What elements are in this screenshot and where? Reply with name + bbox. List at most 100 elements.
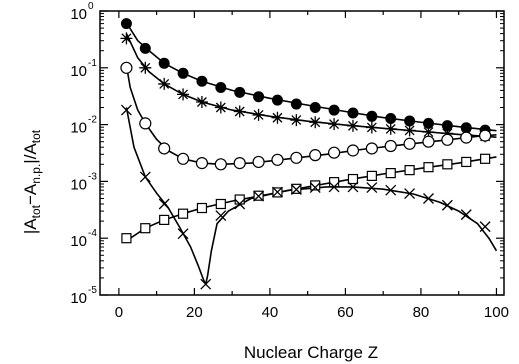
data-point-cross (215, 210, 227, 222)
data-point-open-circle (460, 131, 473, 144)
series-line-open-circle (125, 65, 497, 166)
data-point-asterisk (441, 127, 454, 140)
y-axis-title-sub2: n.p. (29, 164, 43, 184)
data-point-open-square (404, 165, 415, 176)
data-point-open-square (310, 180, 321, 191)
data-point-filled-circle (215, 81, 227, 93)
data-point-open-circle (271, 153, 284, 166)
data-point-asterisk (309, 116, 322, 129)
data-point-cross (328, 181, 340, 193)
data-point-open-square (366, 170, 377, 181)
data-point-open-circle (309, 149, 322, 162)
y-tick-label-exponent: 0 (88, 1, 94, 12)
y-tick-label: 10 -2 (70, 115, 97, 137)
data-point-open-circle (365, 142, 378, 155)
data-point-cross (385, 184, 397, 196)
y-tick-label-base: 10 (70, 233, 87, 250)
x-tick-label: 40 (262, 304, 279, 321)
data-point-open-circle (176, 152, 190, 165)
data-point-open-square (328, 177, 340, 188)
y-tick-label-exponent: -5 (88, 285, 97, 296)
y-tick-label: 10 -4 (70, 228, 97, 250)
data-point-open-square (121, 233, 132, 244)
y-tick-label-base: 10 (70, 290, 87, 307)
data-point-cross (479, 221, 491, 233)
data-point-filled-circle (177, 67, 189, 79)
series-markers (120, 18, 492, 290)
data-point-filled-circle (422, 117, 434, 129)
data-point-open-circle (120, 61, 133, 74)
data-point-open-circle (139, 117, 152, 130)
x-tick-label: 100 (484, 304, 509, 321)
data-point-cross (234, 198, 246, 210)
data-point-cross (441, 199, 453, 211)
data-point-filled-circle (347, 107, 359, 119)
data-point-cross (120, 104, 132, 116)
data-point-asterisk (233, 105, 246, 118)
data-point-open-square (234, 194, 245, 205)
data-point-filled-circle (404, 115, 416, 127)
data-point-asterisk (328, 118, 341, 131)
data-point-filled-circle (271, 94, 283, 106)
data-point-open-square (177, 208, 189, 219)
data-point-open-square (196, 202, 208, 214)
data-point-filled-circle (309, 102, 321, 114)
data-point-open-square (215, 198, 226, 210)
x-tick-label: 0 (115, 304, 123, 321)
data-point-open-circle (346, 144, 360, 157)
plot-area (99, 10, 505, 296)
data-point-open-square (423, 162, 434, 173)
data-point-open-circle (214, 158, 227, 171)
data-point-asterisk (422, 126, 435, 139)
data-point-filled-circle (139, 42, 151, 54)
y-tick-label-exponent: -4 (88, 228, 97, 239)
y-tick-label: 10 0 (70, 1, 94, 23)
data-point-open-square (159, 214, 170, 225)
data-point-asterisk (384, 122, 397, 135)
data-point-cross (423, 193, 434, 204)
y-tick-label-exponent: -2 (88, 115, 97, 126)
y-tick-label-base: 10 (70, 63, 87, 80)
data-point-filled-circle (253, 91, 265, 103)
y-axis-title-sub3: tot (29, 129, 43, 143)
data-point-cross (366, 182, 378, 193)
data-point-cross (139, 171, 151, 183)
axis-ticks (100, 10, 504, 296)
data-point-asterisk (403, 124, 416, 137)
data-point-open-circle (290, 151, 303, 164)
data-point-asterisk (346, 119, 359, 132)
data-point-cross (290, 184, 302, 195)
data-point-cross (271, 186, 283, 198)
data-point-open-circle (384, 139, 397, 153)
series-line-cross (125, 107, 498, 285)
data-point-filled-circle (385, 113, 397, 125)
x-tick-label: 60 (337, 304, 354, 321)
data-point-asterisk (177, 88, 190, 101)
data-point-open-circle (158, 142, 171, 155)
data-point-open-square (385, 167, 396, 179)
y-tick-label-exponent: -1 (88, 58, 97, 69)
data-point-cross (347, 181, 359, 193)
data-point-cross (404, 188, 416, 200)
y-axis-title-prefix: |A (21, 218, 40, 234)
data-point-open-square (347, 173, 359, 185)
data-point-cross (253, 190, 265, 202)
data-point-asterisk (290, 114, 303, 127)
data-point-filled-circle (234, 86, 246, 98)
data-point-open-circle (479, 129, 492, 142)
y-axis-title-text: |Atot−An.p.|/Atot (21, 129, 43, 234)
data-point-asterisk (365, 121, 378, 134)
data-point-asterisk (158, 77, 171, 90)
y-tick-label: 10 -5 (70, 285, 97, 307)
data-point-filled-circle (158, 57, 170, 69)
y-tick-label-exponent: -3 (88, 171, 97, 182)
data-point-asterisk (120, 32, 133, 45)
y-tick-label-base: 10 (70, 120, 87, 137)
data-point-open-circle (233, 156, 246, 170)
y-axis-title-sub1: tot (29, 204, 43, 218)
x-tick-label: 20 (186, 304, 203, 321)
data-point-filled-circle (460, 122, 472, 134)
y-tick-label-base: 10 (70, 176, 87, 193)
x-tick-label: 80 (413, 304, 430, 321)
